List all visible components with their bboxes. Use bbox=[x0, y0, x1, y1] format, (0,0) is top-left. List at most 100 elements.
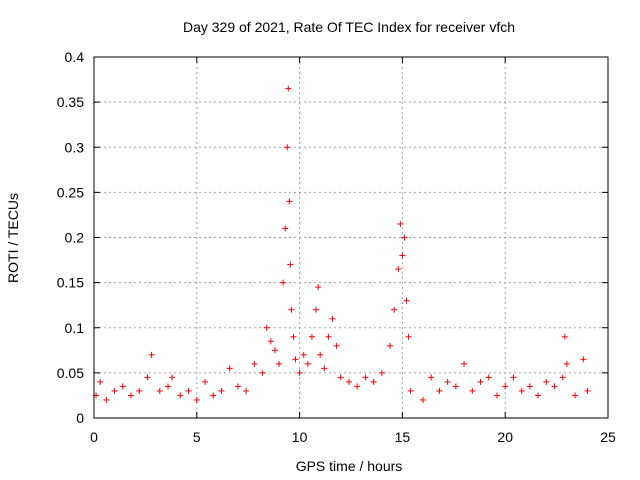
data-point-0-25 bbox=[271, 347, 278, 354]
data-point-0-40 bbox=[313, 306, 320, 313]
y-tick-label-3: 0.15 bbox=[57, 275, 84, 291]
data-point-0-42 bbox=[317, 351, 324, 358]
data-point-0-51 bbox=[370, 378, 377, 385]
data-point-0-11 bbox=[169, 374, 176, 381]
data-point-0-46 bbox=[333, 342, 340, 349]
data-point-0-31 bbox=[286, 198, 293, 205]
y-tick-label-2: 0.1 bbox=[65, 320, 85, 336]
data-point-0-37 bbox=[300, 351, 307, 358]
data-point-0-57 bbox=[399, 252, 406, 259]
data-point-0-62 bbox=[419, 396, 426, 403]
data-point-0-74 bbox=[518, 387, 525, 394]
data-point-0-10 bbox=[165, 383, 172, 390]
data-point-0-41 bbox=[315, 284, 322, 291]
data-point-0-34 bbox=[290, 333, 297, 340]
y-tick-label-0: 0 bbox=[76, 410, 84, 426]
data-point-0-30 bbox=[285, 85, 292, 92]
data-point-0-15 bbox=[202, 378, 209, 385]
data-point-0-9 bbox=[156, 387, 163, 394]
data-point-0-7 bbox=[144, 374, 151, 381]
data-point-0-84 bbox=[584, 387, 591, 394]
data-point-0-55 bbox=[395, 266, 402, 273]
data-point-0-29 bbox=[284, 144, 291, 151]
plot-frame bbox=[93, 56, 609, 419]
data-point-0-36 bbox=[296, 369, 303, 376]
grid-lines bbox=[94, 57, 608, 418]
data-point-0-39 bbox=[308, 333, 315, 340]
data-point-0-58 bbox=[401, 234, 408, 241]
data-point-0-20 bbox=[243, 387, 250, 394]
x-tick-labels: 0 5 10 15 20 25 bbox=[90, 429, 616, 445]
y-tick-label-1: 0.05 bbox=[57, 365, 84, 381]
data-point-0-54 bbox=[391, 306, 398, 313]
y-tick-label-6: 0.3 bbox=[65, 139, 85, 155]
data-point-0-5 bbox=[128, 392, 135, 399]
data-point-0-38 bbox=[304, 360, 311, 367]
data-point-0-22 bbox=[259, 369, 266, 376]
x-tick-label-5: 25 bbox=[600, 429, 616, 445]
data-point-0-78 bbox=[551, 383, 558, 390]
data-point-0-60 bbox=[405, 333, 412, 340]
data-point-0-8 bbox=[148, 351, 155, 358]
data-point-0-73 bbox=[510, 374, 517, 381]
data-point-0-4 bbox=[119, 383, 126, 390]
y-tick-label-4: 0.2 bbox=[65, 230, 85, 246]
data-point-0-44 bbox=[325, 333, 332, 340]
data-point-0-32 bbox=[287, 261, 294, 268]
x-tick-label-1: 5 bbox=[193, 429, 201, 445]
data-point-0-24 bbox=[267, 338, 274, 345]
x-tick-label-3: 15 bbox=[395, 429, 411, 445]
data-point-0-6 bbox=[136, 387, 143, 394]
x-tick-label-4: 20 bbox=[497, 429, 513, 445]
data-points bbox=[93, 85, 591, 403]
data-point-0-50 bbox=[362, 374, 369, 381]
data-point-0-59 bbox=[403, 297, 410, 304]
data-point-0-18 bbox=[226, 365, 233, 372]
data-point-0-26 bbox=[276, 360, 283, 367]
data-point-0-56 bbox=[397, 220, 404, 227]
data-point-0-79 bbox=[559, 374, 566, 381]
data-point-0-48 bbox=[345, 378, 352, 385]
data-point-0-2 bbox=[103, 396, 110, 403]
data-point-0-77 bbox=[543, 378, 550, 385]
data-point-0-83 bbox=[580, 356, 587, 363]
data-point-0-43 bbox=[321, 365, 328, 372]
data-point-0-70 bbox=[485, 374, 492, 381]
data-point-0-67 bbox=[461, 360, 468, 367]
y-axis-label: ROTI / TECUs bbox=[5, 193, 21, 283]
data-point-0-65 bbox=[444, 378, 451, 385]
x-axis-label: GPS time / hours bbox=[296, 458, 403, 474]
x-tick-label-0: 0 bbox=[90, 429, 98, 445]
data-point-0-71 bbox=[493, 392, 500, 399]
data-point-0-53 bbox=[387, 342, 394, 349]
data-point-0-35 bbox=[292, 356, 299, 363]
data-point-0-64 bbox=[436, 387, 443, 394]
data-point-0-69 bbox=[477, 378, 484, 385]
data-point-0-63 bbox=[428, 374, 435, 381]
data-point-0-21 bbox=[251, 360, 258, 367]
data-point-0-28 bbox=[282, 225, 289, 232]
data-point-0-49 bbox=[354, 383, 361, 390]
data-point-0-14 bbox=[193, 396, 200, 403]
data-point-0-61 bbox=[407, 387, 414, 394]
y-tick-label-8: 0.4 bbox=[65, 49, 85, 65]
y-tick-label-7: 0.35 bbox=[57, 94, 84, 110]
data-point-0-33 bbox=[288, 306, 295, 313]
data-point-0-82 bbox=[572, 392, 579, 399]
data-point-0-27 bbox=[280, 279, 287, 286]
x-tick-label-2: 10 bbox=[292, 429, 308, 445]
data-point-0-81 bbox=[563, 360, 570, 367]
data-point-0-68 bbox=[469, 387, 476, 394]
data-point-0-80 bbox=[561, 333, 568, 340]
data-point-0-16 bbox=[210, 392, 217, 399]
data-point-0-23 bbox=[263, 324, 270, 331]
data-point-0-72 bbox=[502, 383, 509, 390]
data-point-0-45 bbox=[329, 315, 336, 322]
data-point-0-52 bbox=[378, 369, 385, 376]
data-point-0-13 bbox=[185, 387, 192, 394]
data-point-0-76 bbox=[535, 392, 542, 399]
y-tick-labels: 0 0.05 0.1 0.15 0.2 0.25 0.3 0.35 0.4 bbox=[57, 49, 84, 426]
data-point-0-66 bbox=[452, 383, 459, 390]
data-point-0-19 bbox=[234, 383, 241, 390]
